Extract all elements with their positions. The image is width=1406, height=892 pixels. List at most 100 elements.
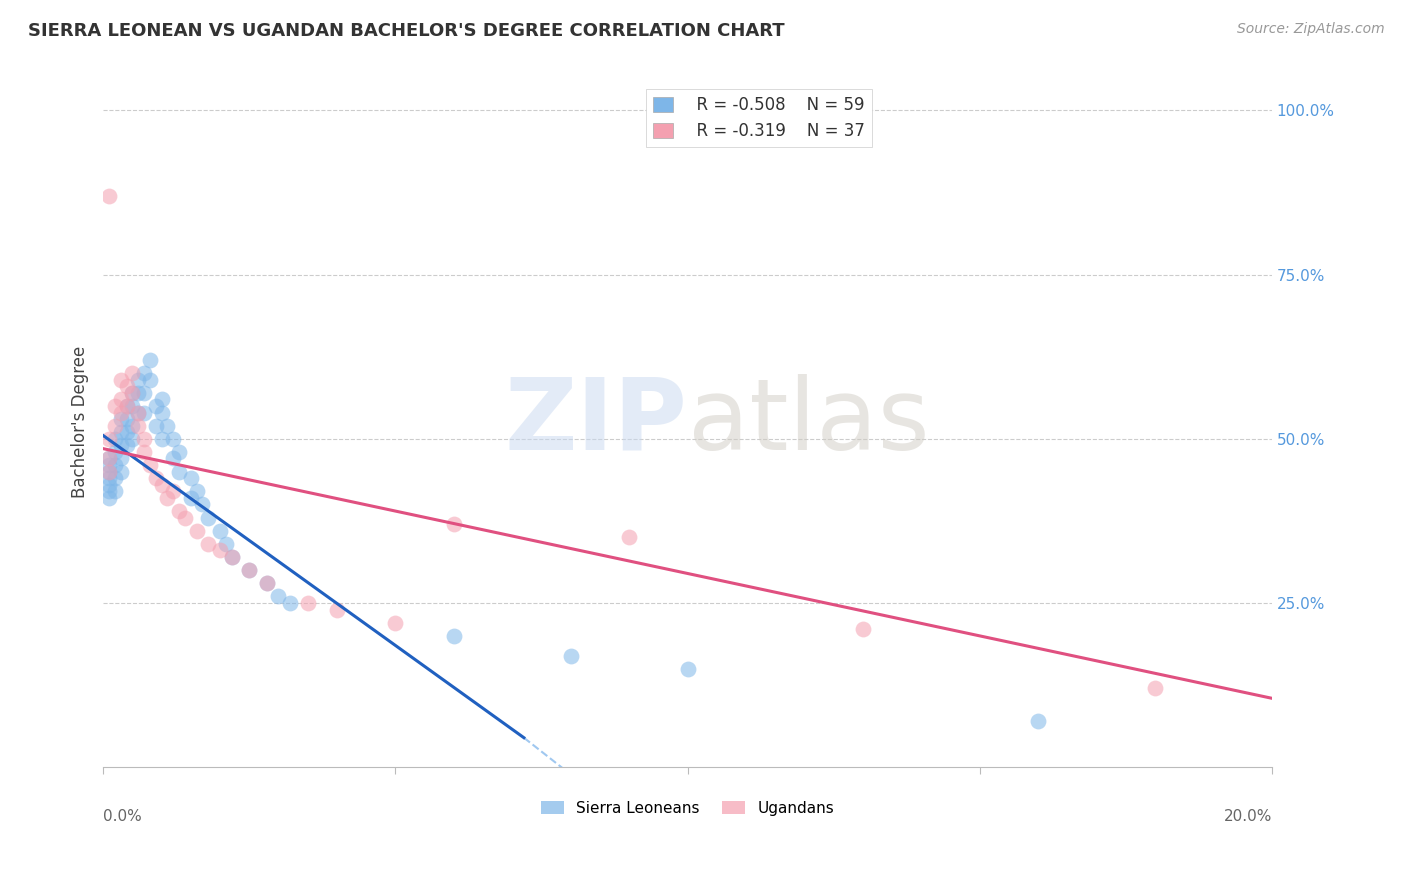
Text: Source: ZipAtlas.com: Source: ZipAtlas.com (1237, 22, 1385, 37)
Point (98, 477, 121, 491)
Text: ZIP: ZIP (505, 374, 688, 471)
Point (156, 418, 179, 433)
Legend: Sierra Leoneans, Ugandans: Sierra Leoneans, Ugandans (534, 795, 841, 822)
Point (162, 432, 184, 446)
Point (150, 477, 173, 491)
Point (162, 484, 184, 499)
Point (267, 590, 290, 604)
Point (121, 385, 143, 400)
Point (162, 451, 184, 466)
Point (156, 491, 179, 505)
Point (443, 629, 465, 643)
Point (127, 373, 149, 387)
Point (98, 465, 121, 479)
Y-axis label: Bachelor's Degree: Bachelor's Degree (72, 346, 89, 499)
Point (127, 418, 149, 433)
Point (139, 353, 162, 368)
Point (1143, 681, 1166, 696)
Point (98, 188, 121, 202)
Point (278, 596, 301, 610)
Point (127, 405, 149, 419)
Point (150, 432, 173, 446)
Text: 20.0%: 20.0% (1223, 809, 1272, 823)
Point (132, 432, 155, 446)
Point (98, 491, 121, 505)
Text: 0.0%: 0.0% (103, 809, 142, 823)
Point (238, 563, 260, 577)
Point (191, 498, 214, 512)
Point (104, 471, 127, 485)
Point (127, 385, 149, 400)
Point (115, 379, 138, 393)
Point (115, 438, 138, 452)
Point (132, 405, 155, 419)
Point (145, 418, 167, 433)
Point (98, 471, 121, 485)
Point (560, 648, 582, 663)
Point (256, 576, 278, 591)
Point (676, 662, 699, 676)
Point (110, 438, 132, 452)
Point (384, 615, 406, 630)
Point (132, 445, 155, 459)
Point (238, 563, 260, 577)
Point (110, 373, 132, 387)
Point (104, 399, 127, 413)
Point (167, 465, 190, 479)
Point (186, 484, 208, 499)
Point (208, 524, 231, 538)
Point (115, 425, 138, 440)
Point (150, 405, 173, 419)
Point (132, 385, 155, 400)
Point (104, 445, 127, 459)
Point (110, 425, 132, 440)
Point (139, 373, 162, 387)
Point (121, 432, 143, 446)
Point (180, 491, 202, 505)
Point (852, 622, 875, 636)
Point (180, 471, 202, 485)
Point (127, 405, 149, 419)
Point (197, 510, 219, 524)
Point (115, 412, 138, 426)
Point (110, 465, 132, 479)
Point (150, 392, 173, 407)
Point (110, 412, 132, 426)
Point (197, 537, 219, 551)
Point (256, 576, 278, 591)
Point (443, 517, 465, 532)
Point (121, 418, 143, 433)
Point (121, 399, 143, 413)
Point (110, 392, 132, 407)
Point (98, 451, 121, 466)
Point (110, 451, 132, 466)
Point (145, 471, 167, 485)
Point (326, 602, 349, 616)
Point (98, 465, 121, 479)
Point (145, 399, 167, 413)
Point (167, 445, 190, 459)
Point (121, 366, 143, 380)
Point (98, 484, 121, 499)
Point (98, 451, 121, 466)
Point (121, 385, 143, 400)
Point (98, 458, 121, 472)
Point (115, 399, 138, 413)
Text: atlas: atlas (688, 374, 929, 471)
Point (297, 596, 319, 610)
Point (208, 543, 231, 558)
Point (221, 549, 243, 564)
Point (174, 510, 197, 524)
Point (110, 405, 132, 419)
Point (104, 418, 127, 433)
Text: SIERRA LEONEAN VS UGANDAN BACHELOR'S DEGREE CORRELATION CHART: SIERRA LEONEAN VS UGANDAN BACHELOR'S DEG… (28, 22, 785, 40)
Point (186, 524, 208, 538)
Point (617, 530, 640, 544)
Point (98, 432, 121, 446)
Point (104, 458, 127, 472)
Point (221, 549, 243, 564)
Point (132, 366, 155, 380)
Point (104, 484, 127, 499)
Point (139, 458, 162, 472)
Point (115, 399, 138, 413)
